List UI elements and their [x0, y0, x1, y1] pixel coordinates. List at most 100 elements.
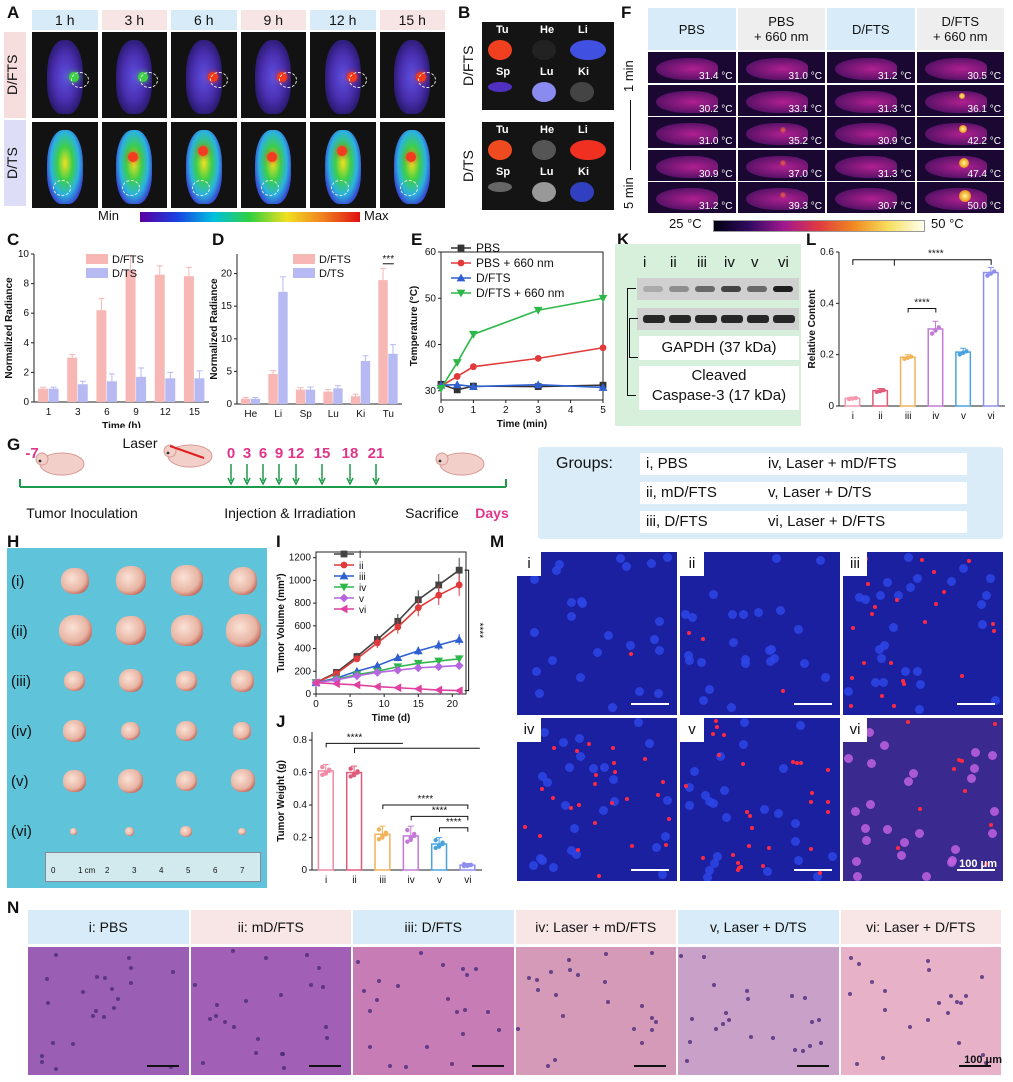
bar	[106, 381, 117, 402]
mouse-eye	[438, 459, 442, 463]
temperature-readout: 37.0 °C	[788, 168, 822, 180]
panel-f-thermal: PBS PBS + 660 nm D/FTS D/FTS + 660 nm 1 min 5…	[621, 0, 1013, 235]
tunel-signal	[917, 806, 922, 811]
nucleus	[903, 552, 913, 562]
nucleus	[881, 1055, 886, 1060]
x-axis-label: Time (min)	[497, 419, 547, 430]
laser-label: Laser	[122, 436, 157, 451]
band	[747, 286, 767, 292]
mouse-ear	[435, 452, 449, 466]
nucleus	[607, 703, 617, 713]
x-tick-label: He	[244, 409, 257, 420]
tumor-outline	[140, 72, 159, 88]
tunel-signal	[849, 703, 854, 708]
tunel-signal	[747, 813, 752, 818]
data-point	[355, 770, 360, 775]
nucleus	[948, 994, 953, 999]
band	[695, 286, 715, 292]
group-row-label: (vi)	[11, 823, 32, 840]
panel-n-histology: i: PBS ii: mD/FTS iii: D/FTS iv: Laser + mD…	[28, 910, 1008, 1078]
tumor-specimen	[230, 769, 255, 793]
mouse-silhouette	[656, 58, 718, 80]
injection-irradiation-label: Injection & Irradiation	[224, 505, 356, 521]
tumor-specimen	[226, 614, 261, 647]
injection-arrow	[243, 464, 251, 486]
tunel-signal	[896, 846, 901, 851]
nucleus	[534, 977, 539, 982]
legend-label: D/FTS	[112, 254, 144, 266]
mouse-silhouette	[835, 188, 897, 211]
tunel-signal	[956, 757, 961, 762]
nucleus	[94, 1008, 99, 1013]
nucleus	[570, 823, 580, 833]
legend-label: v	[359, 594, 364, 605]
group-row-label: (v)	[11, 773, 29, 790]
nucleus	[571, 849, 581, 859]
tunel-signal	[552, 745, 557, 750]
nucleus	[51, 1041, 56, 1046]
nucleus	[800, 1049, 805, 1053]
nucleus	[765, 657, 775, 667]
nucleus	[882, 989, 887, 994]
panel-label-a: A	[7, 3, 20, 22]
organ-label: Li	[578, 24, 588, 36]
condition-header: D/FTS	[827, 8, 915, 50]
tumor-specimen	[228, 567, 258, 595]
tile-label: iii	[843, 552, 867, 576]
nucleus	[793, 1048, 798, 1053]
nucleus	[876, 654, 886, 664]
nucleus	[576, 751, 586, 761]
colorbar	[140, 212, 360, 222]
nucleus	[90, 1014, 95, 1019]
data-point	[383, 832, 389, 837]
tunel-signal	[808, 799, 813, 804]
tumor-specimen	[171, 615, 204, 646]
injection-arrow	[227, 464, 235, 486]
nucleus	[771, 553, 781, 563]
group-row-label: (iii)	[11, 673, 31, 690]
nucleus	[646, 558, 656, 568]
marker	[393, 665, 403, 675]
legend-swatch	[293, 268, 315, 278]
y-tick-label: 20	[221, 269, 233, 280]
data-point	[440, 841, 445, 847]
tumor-specimen	[175, 720, 198, 742]
panel-b-organs: D/FTS Tu He Li Sp Lu Ki D/TS Tu He Li Sp Lu Ki	[458, 0, 618, 222]
nucleus	[112, 1006, 117, 1011]
marker	[455, 581, 463, 589]
marker	[469, 330, 478, 339]
nucleus	[461, 1031, 466, 1036]
mouse-eye	[166, 451, 170, 455]
data-point	[908, 354, 914, 359]
nucleus	[606, 999, 611, 1004]
hotspot	[958, 125, 967, 134]
mouse-image	[379, 32, 445, 118]
scale-label: 100 μm	[959, 858, 997, 870]
x-tick-label: v	[961, 411, 966, 422]
x-tick-label: 20	[447, 699, 459, 710]
nucleus	[956, 1041, 961, 1046]
nucleus	[744, 988, 749, 993]
ruler	[45, 852, 261, 882]
nucleus	[688, 612, 698, 622]
data-point	[348, 766, 353, 771]
nucleus	[759, 805, 769, 815]
group-row-label: (i)	[11, 573, 25, 590]
bar	[240, 398, 251, 404]
nucleus	[808, 1044, 812, 1049]
tunel-signal	[872, 604, 877, 609]
nucleus	[874, 645, 884, 655]
nucleus	[128, 966, 133, 971]
x-tick-label: Ki	[356, 409, 365, 420]
organ-blob	[488, 82, 512, 92]
nucleus	[912, 667, 922, 677]
nucleus	[773, 809, 783, 819]
histology-image	[678, 947, 839, 1075]
nucleus	[128, 981, 133, 986]
bar	[333, 388, 343, 404]
tunel-signal	[879, 694, 884, 699]
x-tick-label: 15	[413, 699, 425, 710]
nucleus	[552, 1058, 557, 1063]
tile-label: i	[517, 552, 541, 576]
